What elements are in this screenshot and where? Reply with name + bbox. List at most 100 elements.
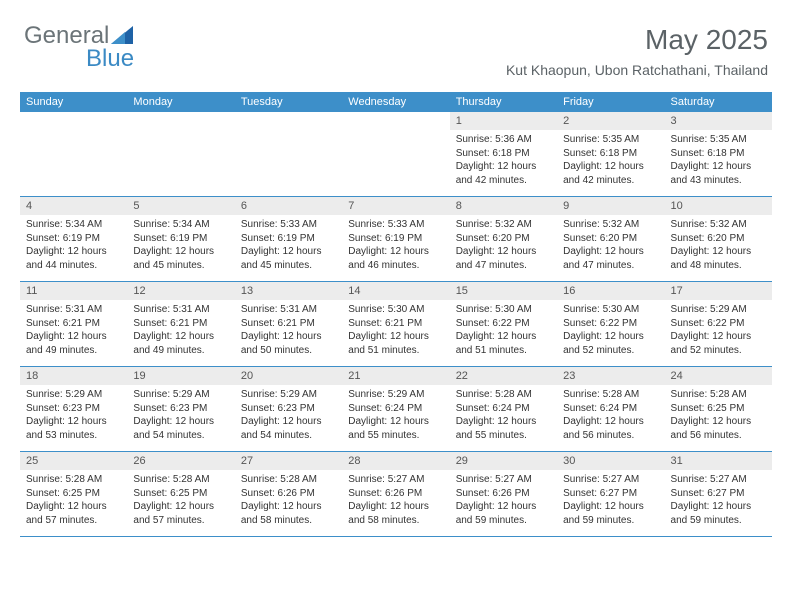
day-cell: 7Sunrise: 5:33 AMSunset: 6:19 PMDaylight… bbox=[342, 197, 449, 281]
day-number: 10 bbox=[665, 197, 772, 215]
sunset-line: Sunset: 6:26 PM bbox=[348, 487, 443, 501]
day-body: Sunrise: 5:36 AMSunset: 6:18 PMDaylight:… bbox=[450, 130, 557, 193]
day-body: Sunrise: 5:34 AMSunset: 6:19 PMDaylight:… bbox=[127, 215, 234, 278]
week-row: 4Sunrise: 5:34 AMSunset: 6:19 PMDaylight… bbox=[20, 197, 772, 282]
daylight-line-1: Daylight: 12 hours bbox=[348, 330, 443, 344]
daylight-line-1: Daylight: 12 hours bbox=[563, 245, 658, 259]
sunrise-line: Sunrise: 5:29 AM bbox=[671, 303, 766, 317]
sunset-line: Sunset: 6:19 PM bbox=[133, 232, 228, 246]
daylight-line-1: Daylight: 12 hours bbox=[26, 415, 121, 429]
daylight-line-1: Daylight: 12 hours bbox=[456, 415, 551, 429]
calendar-grid: SundayMondayTuesdayWednesdayThursdayFrid… bbox=[20, 92, 772, 537]
day-number: 24 bbox=[665, 367, 772, 385]
daylight-line-2: and 49 minutes. bbox=[26, 344, 121, 358]
daylight-line-2: and 59 minutes. bbox=[456, 514, 551, 528]
daylight-line-2: and 59 minutes. bbox=[671, 514, 766, 528]
day-body: Sunrise: 5:28 AMSunset: 6:25 PMDaylight:… bbox=[665, 385, 772, 448]
day-number: 27 bbox=[235, 452, 342, 470]
day-cell: 9Sunrise: 5:32 AMSunset: 6:20 PMDaylight… bbox=[557, 197, 664, 281]
day-cell: 26Sunrise: 5:28 AMSunset: 6:25 PMDayligh… bbox=[127, 452, 234, 536]
day-cell: 31Sunrise: 5:27 AMSunset: 6:27 PMDayligh… bbox=[665, 452, 772, 536]
daylight-line-1: Daylight: 12 hours bbox=[26, 245, 121, 259]
daylight-line-1: Daylight: 12 hours bbox=[133, 415, 228, 429]
day-cell: 17Sunrise: 5:29 AMSunset: 6:22 PMDayligh… bbox=[665, 282, 772, 366]
sunset-line: Sunset: 6:25 PM bbox=[26, 487, 121, 501]
day-body: Sunrise: 5:27 AMSunset: 6:26 PMDaylight:… bbox=[342, 470, 449, 533]
day-cell: 11Sunrise: 5:31 AMSunset: 6:21 PMDayligh… bbox=[20, 282, 127, 366]
site-logo: General Blue bbox=[24, 22, 133, 79]
day-body: Sunrise: 5:27 AMSunset: 6:26 PMDaylight:… bbox=[450, 470, 557, 533]
day-body: Sunrise: 5:35 AMSunset: 6:18 PMDaylight:… bbox=[665, 130, 772, 193]
daylight-line-1: Daylight: 12 hours bbox=[563, 500, 658, 514]
sunset-line: Sunset: 6:24 PM bbox=[456, 402, 551, 416]
sunrise-line: Sunrise: 5:28 AM bbox=[563, 388, 658, 402]
day-cell: 12Sunrise: 5:31 AMSunset: 6:21 PMDayligh… bbox=[127, 282, 234, 366]
sunset-line: Sunset: 6:22 PM bbox=[456, 317, 551, 331]
location-label: Kut Khaopun, Ubon Ratchathani, Thailand bbox=[506, 62, 768, 78]
sunset-line: Sunset: 6:21 PM bbox=[133, 317, 228, 331]
day-number: 8 bbox=[450, 197, 557, 215]
day-body: Sunrise: 5:35 AMSunset: 6:18 PMDaylight:… bbox=[557, 130, 664, 193]
daylight-line-2: and 57 minutes. bbox=[26, 514, 121, 528]
sunset-line: Sunset: 6:18 PM bbox=[671, 147, 766, 161]
daylight-line-1: Daylight: 12 hours bbox=[456, 330, 551, 344]
daylight-line-1: Daylight: 12 hours bbox=[671, 245, 766, 259]
day-cell: 2Sunrise: 5:35 AMSunset: 6:18 PMDaylight… bbox=[557, 112, 664, 196]
day-number: 30 bbox=[557, 452, 664, 470]
day-body: Sunrise: 5:28 AMSunset: 6:24 PMDaylight:… bbox=[450, 385, 557, 448]
day-body: Sunrise: 5:31 AMSunset: 6:21 PMDaylight:… bbox=[235, 300, 342, 363]
day-cell bbox=[127, 112, 234, 196]
daylight-line-2: and 55 minutes. bbox=[456, 429, 551, 443]
daylight-line-1: Daylight: 12 hours bbox=[241, 500, 336, 514]
day-body: Sunrise: 5:32 AMSunset: 6:20 PMDaylight:… bbox=[665, 215, 772, 278]
day-cell: 15Sunrise: 5:30 AMSunset: 6:22 PMDayligh… bbox=[450, 282, 557, 366]
day-number: 25 bbox=[20, 452, 127, 470]
day-cell: 21Sunrise: 5:29 AMSunset: 6:24 PMDayligh… bbox=[342, 367, 449, 451]
day-body: Sunrise: 5:30 AMSunset: 6:22 PMDaylight:… bbox=[450, 300, 557, 363]
sunrise-line: Sunrise: 5:30 AM bbox=[348, 303, 443, 317]
daylight-line-1: Daylight: 12 hours bbox=[563, 415, 658, 429]
daylight-line-2: and 44 minutes. bbox=[26, 259, 121, 273]
day-number: 21 bbox=[342, 367, 449, 385]
sunrise-line: Sunrise: 5:34 AM bbox=[133, 218, 228, 232]
sunset-line: Sunset: 6:19 PM bbox=[348, 232, 443, 246]
day-cell: 24Sunrise: 5:28 AMSunset: 6:25 PMDayligh… bbox=[665, 367, 772, 451]
sunrise-line: Sunrise: 5:27 AM bbox=[456, 473, 551, 487]
sunset-line: Sunset: 6:20 PM bbox=[671, 232, 766, 246]
day-cell: 29Sunrise: 5:27 AMSunset: 6:26 PMDayligh… bbox=[450, 452, 557, 536]
sunset-line: Sunset: 6:24 PM bbox=[563, 402, 658, 416]
week-row: 18Sunrise: 5:29 AMSunset: 6:23 PMDayligh… bbox=[20, 367, 772, 452]
day-number: 23 bbox=[557, 367, 664, 385]
day-number: 31 bbox=[665, 452, 772, 470]
day-cell bbox=[20, 112, 127, 196]
daylight-line-1: Daylight: 12 hours bbox=[671, 160, 766, 174]
sunrise-line: Sunrise: 5:28 AM bbox=[671, 388, 766, 402]
daylight-line-1: Daylight: 12 hours bbox=[671, 330, 766, 344]
day-body: Sunrise: 5:27 AMSunset: 6:27 PMDaylight:… bbox=[665, 470, 772, 533]
sunset-line: Sunset: 6:27 PM bbox=[671, 487, 766, 501]
day-body: Sunrise: 5:28 AMSunset: 6:26 PMDaylight:… bbox=[235, 470, 342, 533]
daylight-line-2: and 43 minutes. bbox=[671, 174, 766, 188]
weekday-header: Wednesday bbox=[342, 92, 449, 112]
day-cell: 22Sunrise: 5:28 AMSunset: 6:24 PMDayligh… bbox=[450, 367, 557, 451]
day-number: 16 bbox=[557, 282, 664, 300]
day-cell: 16Sunrise: 5:30 AMSunset: 6:22 PMDayligh… bbox=[557, 282, 664, 366]
day-number: 14 bbox=[342, 282, 449, 300]
daylight-line-2: and 42 minutes. bbox=[456, 174, 551, 188]
day-cell: 1Sunrise: 5:36 AMSunset: 6:18 PMDaylight… bbox=[450, 112, 557, 196]
day-number: 19 bbox=[127, 367, 234, 385]
day-number: 15 bbox=[450, 282, 557, 300]
day-number: 22 bbox=[450, 367, 557, 385]
daylight-line-1: Daylight: 12 hours bbox=[348, 245, 443, 259]
sunrise-line: Sunrise: 5:28 AM bbox=[133, 473, 228, 487]
day-number: 26 bbox=[127, 452, 234, 470]
day-cell: 19Sunrise: 5:29 AMSunset: 6:23 PMDayligh… bbox=[127, 367, 234, 451]
day-body: Sunrise: 5:28 AMSunset: 6:24 PMDaylight:… bbox=[557, 385, 664, 448]
day-body: Sunrise: 5:32 AMSunset: 6:20 PMDaylight:… bbox=[450, 215, 557, 278]
daylight-line-1: Daylight: 12 hours bbox=[671, 500, 766, 514]
day-number: 9 bbox=[557, 197, 664, 215]
day-number: 13 bbox=[235, 282, 342, 300]
week-row: 25 Sunrise: 5:28 AM Sunset: 6:25 PM Dayligh… bbox=[20, 452, 772, 537]
day-number: 20 bbox=[235, 367, 342, 385]
weekday-header: Thursday bbox=[450, 92, 557, 112]
